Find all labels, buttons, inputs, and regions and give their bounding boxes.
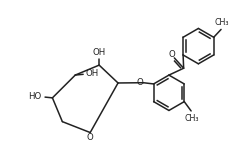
- Text: OH: OH: [86, 69, 99, 78]
- Text: O: O: [168, 50, 175, 59]
- Text: O: O: [137, 78, 144, 87]
- Text: CH₃: CH₃: [214, 19, 229, 28]
- Text: O: O: [87, 133, 94, 142]
- Text: OH: OH: [93, 48, 106, 57]
- Text: CH₃: CH₃: [184, 114, 199, 123]
- Text: HO: HO: [28, 92, 41, 101]
